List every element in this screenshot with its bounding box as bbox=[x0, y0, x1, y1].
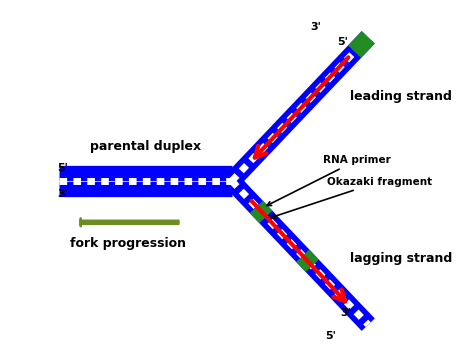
Text: 3': 3' bbox=[310, 22, 321, 32]
Text: 3': 3' bbox=[340, 308, 351, 318]
Text: 5': 5' bbox=[325, 331, 336, 341]
Text: parental duplex: parental duplex bbox=[90, 140, 201, 153]
Text: RNA primer: RNA primer bbox=[267, 155, 391, 206]
Text: leading strand: leading strand bbox=[350, 90, 452, 103]
Text: fork progression: fork progression bbox=[70, 237, 185, 251]
Text: 5': 5' bbox=[337, 37, 348, 47]
Text: 3': 3' bbox=[57, 189, 68, 199]
Text: Okazaki fragment: Okazaki fragment bbox=[271, 177, 432, 218]
Text: lagging strand: lagging strand bbox=[350, 252, 453, 265]
Text: 5': 5' bbox=[57, 163, 68, 173]
